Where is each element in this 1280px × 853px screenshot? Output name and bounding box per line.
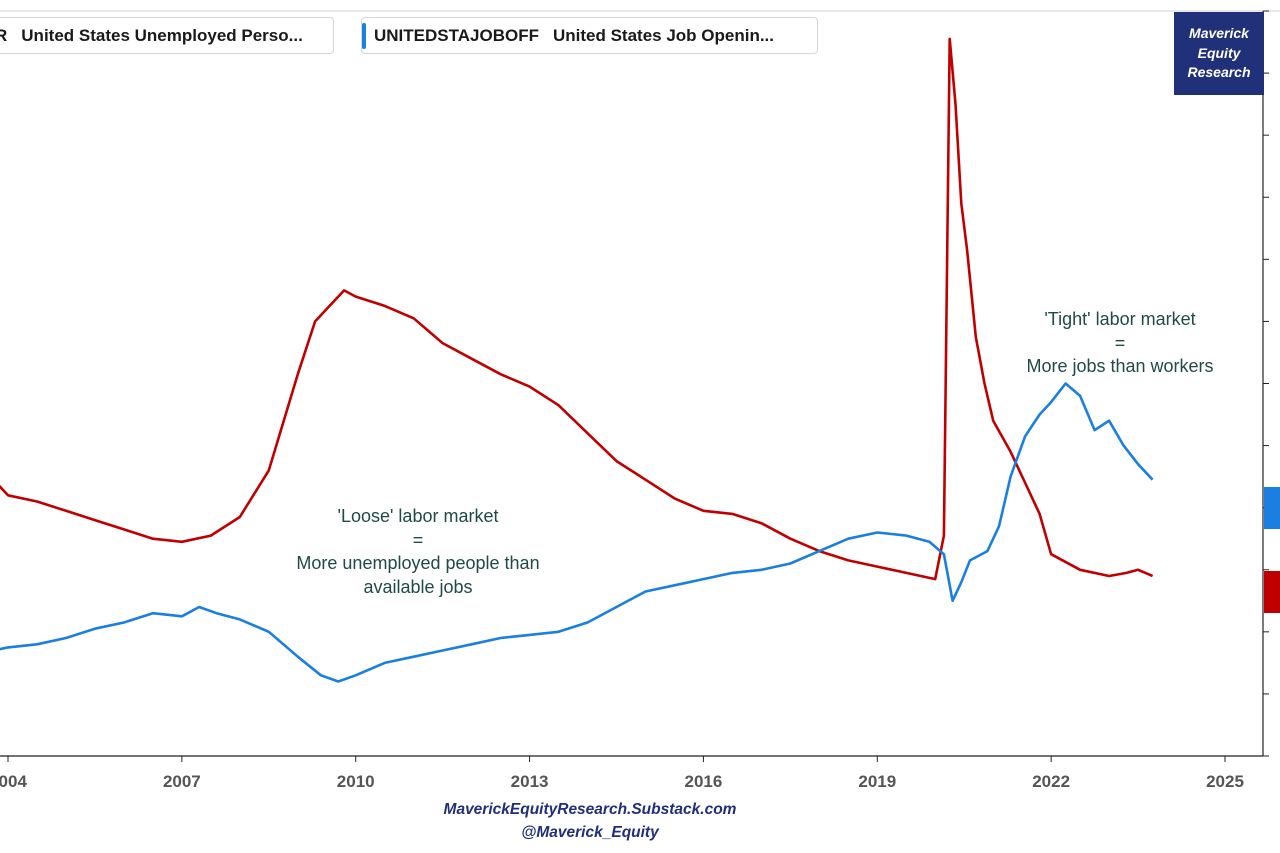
x-tick-label: 2007 (163, 772, 201, 791)
annotation-loose-line-4: available jobs (363, 576, 473, 597)
x-tick-label: 2013 (511, 772, 549, 791)
value-marker-red (1264, 571, 1280, 613)
legend-code-unemployed: R (0, 26, 7, 46)
legend-item-job-openings[interactable]: UNITEDSTAJOBOFF United States Job Openin… (361, 17, 818, 54)
series-layer (0, 37, 1154, 683)
annotation-loose-market: 'Loose' labor market = More unemployed p… (268, 505, 568, 599)
brand-logo: Maverick Equity Research (1174, 12, 1264, 95)
x-tick-label: 2016 (685, 772, 723, 791)
annotation-tight-market: 'Tight' labor market = More jobs than wo… (1000, 308, 1240, 379)
legend-label-unemployed: United States Unemployed Perso... (21, 25, 303, 45)
logo-line-1: Maverick (1189, 25, 1249, 41)
logo-line-2: Equity (1197, 44, 1241, 61)
x-tick-label: 2004 (0, 772, 27, 791)
footer-site-link[interactable]: MaverickEquityResearch.Substack.com (443, 801, 737, 818)
annotation-loose-line-1: 'Loose' labor market (337, 506, 499, 526)
annotation-loose-line-2: = (412, 529, 424, 550)
annotation-tight-line-2: = (1114, 332, 1126, 353)
x-tick-label: 2010 (337, 772, 375, 791)
x-ticks: 2004 2007 2010 2013 2016 2019 2022 2025 (0, 756, 1244, 791)
series-line-unemployed (0, 37, 1154, 581)
x-tick-label: 2022 (1032, 772, 1070, 791)
x-tick-label: 2025 (1206, 772, 1244, 791)
y-ticks (1263, 10, 1269, 757)
series-line-job-openings (0, 382, 1154, 683)
value-marker-blue (1264, 487, 1280, 529)
annotation-loose-line-3: More unemployed people than (296, 553, 540, 573)
legend-label-job-openings: United States Job Openin... (552, 25, 774, 45)
annotation-tight-line-1: 'Tight' labor market (1044, 309, 1196, 329)
x-tick-label: 2019 (858, 772, 896, 791)
legend-swatch-job-openings (362, 22, 366, 49)
legend-item-unemployed[interactable]: R United States Unemployed Perso... (0, 17, 334, 54)
footer-handle-link[interactable]: @Maverick_Equity (521, 824, 659, 841)
logo-line-3: Research (1187, 64, 1251, 80)
annotation-tight-line-3: More jobs than workers (1026, 356, 1214, 376)
legend-code-job-openings: UNITEDSTAJOBOFF (374, 25, 539, 45)
